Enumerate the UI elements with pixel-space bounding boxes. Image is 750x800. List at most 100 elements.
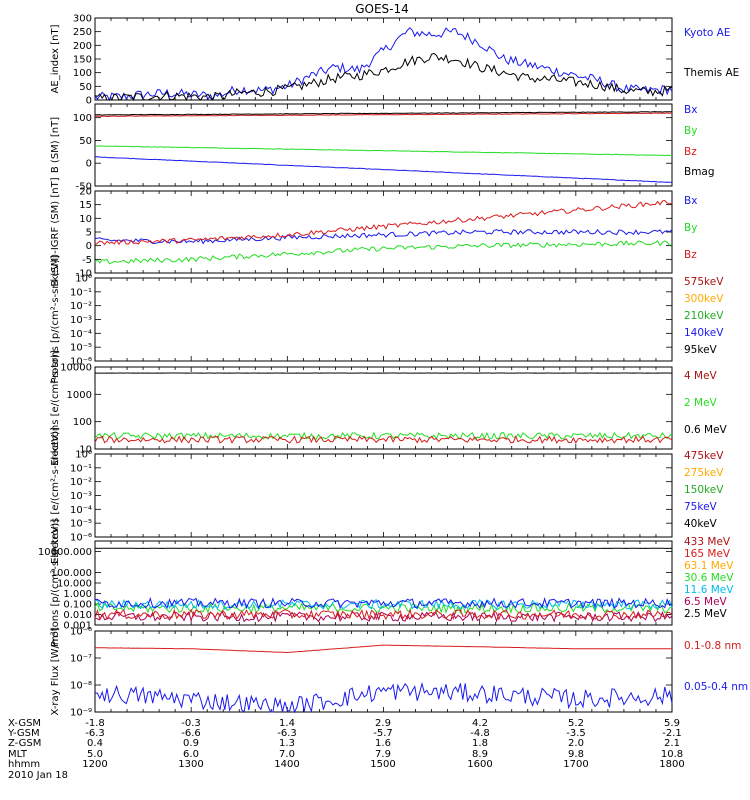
y-tick-label: 20 <box>79 187 92 198</box>
legend-entry: 75keV <box>684 501 718 513</box>
legend-entry: 6.5 MeV <box>684 596 728 608</box>
legend-entry: 2.5 MeV <box>684 608 728 620</box>
series-line-bz <box>94 199 673 246</box>
y-axis-label: Protons [p/(cm²-s-sr-keV)] <box>50 519 61 647</box>
ephemeris-value: 1700 <box>563 759 588 770</box>
y-tick-label: 10 <box>79 445 92 456</box>
panel-frame <box>94 277 673 362</box>
legend-entry: Bmag <box>684 166 715 178</box>
chart-title: GOES-14 <box>355 2 409 16</box>
ephemeris-value: 1200 <box>82 759 107 770</box>
panel-xray: 10⁻⁹ 10⁻⁸ 10⁻⁷ 10⁻⁶ X-ray Flux [W/m²] 0.1-0.8… <box>50 627 748 719</box>
y-tick-label: 10⁻⁸ <box>70 681 92 692</box>
ephemeris-row-label: Z-GSM <box>8 738 41 749</box>
legend-entry: Bz <box>684 146 697 158</box>
y-tick-label: 10 <box>79 214 92 225</box>
ephemeris-value: -3.5 <box>566 728 586 739</box>
y-axis-label: Protons [p/(cm²-s-sr-keV)] <box>50 255 61 383</box>
y-tick-label: 100.000 <box>51 568 92 579</box>
y-tick-label: 10⁻⁹ <box>70 708 92 719</box>
legend-entry: 30.6 MeV <box>684 572 734 584</box>
ephemeris-value: -6.6 <box>181 728 201 739</box>
legend-entry: 95keV <box>684 344 718 356</box>
y-axis-label: Electrons [e/(cm²-s-sr)] <box>50 350 61 466</box>
legend-entry: Bz <box>684 249 697 261</box>
date-label: 2010 Jan 18 <box>8 770 68 781</box>
y-tick-label: 150 <box>73 55 92 66</box>
legend-entry: 275keV <box>684 467 724 479</box>
ephemeris-value: 9.8 <box>568 749 584 760</box>
series-line-2-mev <box>94 431 673 441</box>
y-tick-label: 10⁰ <box>75 450 92 461</box>
ephemeris-value: 1800 <box>659 759 684 770</box>
series-line-by <box>94 240 673 265</box>
ephemeris-value: 2.0 <box>568 738 584 749</box>
series-line-0-1-0-8-nm <box>94 644 673 654</box>
y-tick-label: 50 <box>79 82 92 93</box>
ephemeris-value: 1400 <box>274 759 299 770</box>
y-tick-label: 100 <box>73 417 92 428</box>
legend-entry: 165 MeV <box>684 548 731 560</box>
y-tick-label: 300 <box>73 14 92 25</box>
y-tick-label: 0 <box>86 96 92 107</box>
legend-entry: 2 MeV <box>684 397 718 409</box>
y-axis-label: B (SM)-IGRF (SM) [nT] <box>50 177 61 286</box>
y-tick-label: 10⁻⁵ <box>70 519 92 530</box>
legend-entry: 0.6 MeV <box>684 424 728 436</box>
ephemeris-value: -5.7 <box>373 728 393 739</box>
y-tick-label: 10⁻⁵ <box>70 343 92 354</box>
y-tick-label: 10⁻⁴ <box>70 505 92 516</box>
panel-ae: 0 50 100 150 200 250 300 AE_index [nT] Kyoto AE T… <box>50 14 739 107</box>
series-line-bx <box>94 156 673 183</box>
y-tick-label: 0 <box>86 241 92 252</box>
ephemeris-value: -2.1 <box>662 728 682 739</box>
ephemeris-row-label: Y-GSM <box>7 728 40 739</box>
series-line-unlabeled <box>94 596 673 610</box>
ephemeris-value: 7.0 <box>279 749 295 760</box>
ephemeris-value: 5.9 <box>664 718 680 729</box>
ephemeris-value: -4.8 <box>470 728 490 739</box>
ephemeris-value: 6.0 <box>183 749 199 760</box>
y-tick-label: 250 <box>73 27 92 38</box>
y-tick-label: 0 <box>86 159 92 170</box>
ephemeris-value: 1600 <box>467 759 492 770</box>
y-axis-label: B (SM) [nT] <box>50 117 61 173</box>
ephemeris-value: 2.9 <box>375 718 391 729</box>
panel-frame <box>94 453 673 538</box>
y-tick-label: 0.010 <box>63 610 92 621</box>
y-tick-label: 5 <box>86 228 92 239</box>
ephemeris-value: -6.3 <box>277 728 297 739</box>
y-tick-label: 100 <box>73 113 92 124</box>
y-tick-label: 10⁻³ <box>70 491 92 502</box>
y-tick-label: 10000 <box>60 363 92 374</box>
ephemeris-value: 7.9 <box>375 749 391 760</box>
series-line-kyoto-ae <box>94 27 673 102</box>
y-tick-label: 10⁻⁶ <box>70 533 92 544</box>
legend-entry: 0.1-0.8 nm <box>684 640 741 652</box>
y-tick-label: 0.100 <box>63 600 92 611</box>
legend-entry: Bx <box>684 195 697 207</box>
ephemeris-value: -6.3 <box>85 728 105 739</box>
y-tick-label: 1000 <box>67 390 92 401</box>
y-tick-label: -10 <box>76 269 92 280</box>
ephemeris-value: 5.0 <box>87 749 103 760</box>
ephemeris-value: 5.2 <box>568 718 584 729</box>
y-axis-label: Electrons [e/(cm²-s-sr-keV)] <box>50 427 61 564</box>
series-line-by <box>95 145 673 157</box>
y-tick-label: 0.001 <box>63 621 92 632</box>
legend-entry: 0.05-0.4 nm <box>684 681 748 693</box>
series-line-bmag <box>94 111 673 116</box>
series-line-11-6-mev <box>94 598 673 611</box>
legend-entry: 4 MeV <box>684 370 718 382</box>
y-tick-label: 10⁻⁶ <box>70 357 92 368</box>
legend-entry: By <box>684 125 697 137</box>
series-line-0-05-0-4-nm <box>94 681 673 714</box>
y-tick-label: 10⁰ <box>75 274 92 285</box>
y-tick-label: 1.000 <box>63 589 92 600</box>
ephemeris-value: 1.3 <box>279 738 295 749</box>
series-line-unlabeled <box>94 435 673 445</box>
panel-frame <box>94 540 673 626</box>
ephemeris-value: -1.8 <box>85 718 105 729</box>
